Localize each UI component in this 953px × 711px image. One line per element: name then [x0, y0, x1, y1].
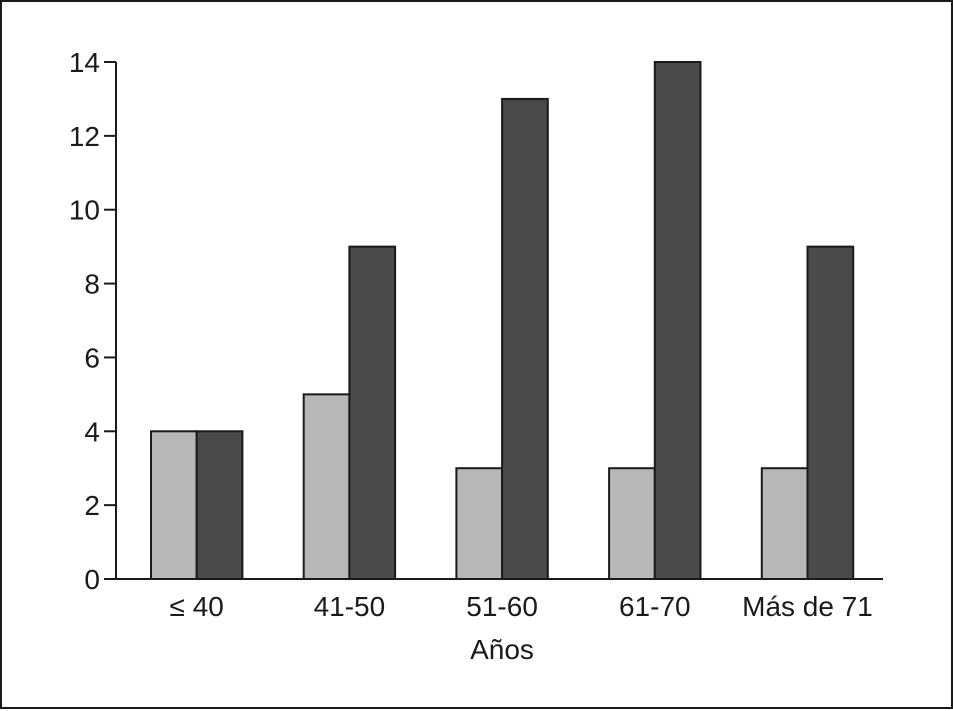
bar-series-1-4	[760, 467, 809, 581]
axes-layer	[115, 62, 883, 580]
y-tick-label: 4	[84, 416, 100, 447]
x-category-label: Más de 71	[742, 591, 873, 622]
y-tick-label: 2	[84, 490, 100, 521]
bar-series-1-0	[150, 430, 198, 580]
bar-series-2-4	[806, 245, 855, 580]
bar-series-2-0	[195, 430, 244, 580]
bar-series-2-1	[348, 245, 397, 580]
x-category-label: ≤ 40	[170, 591, 224, 622]
bar-series-1-3	[608, 467, 656, 581]
bar-series-1-1	[302, 393, 351, 580]
bar-series-1-2	[455, 467, 504, 581]
y-tick-label: 8	[84, 269, 100, 300]
y-tick-label: 0	[84, 564, 100, 595]
y-tick-label: 6	[84, 342, 100, 373]
bar-series-2-2	[501, 97, 549, 581]
x-category-labels: ≤ 40 41-50 51-60 61-70 Más de 71	[170, 591, 873, 622]
x-category-label: 41-50	[314, 591, 386, 622]
x-axis-title: Años	[470, 634, 534, 665]
bar-series-2-3	[653, 61, 702, 580]
y-tick-label: 10	[69, 195, 100, 226]
x-category-label: 61-70	[619, 591, 691, 622]
y-tick-label: 12	[69, 121, 100, 152]
bars-layer	[150, 61, 855, 581]
x-category-label: 51-60	[466, 591, 538, 622]
y-ticks: 0 2 4 6 8 10 12 14	[69, 47, 116, 595]
y-tick-label: 14	[69, 47, 100, 78]
